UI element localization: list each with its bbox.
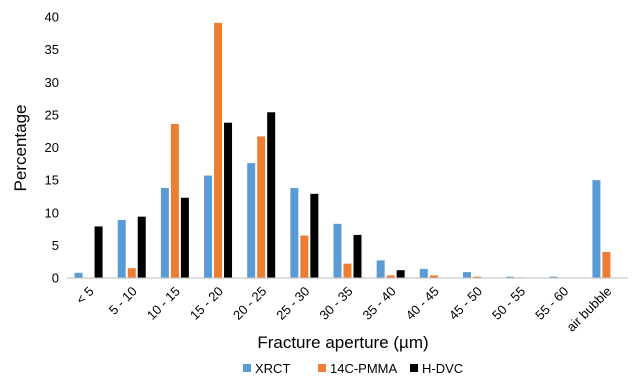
bar (472, 276, 481, 278)
bar (257, 136, 266, 278)
x-tick-label: 35 - 40 (360, 284, 399, 323)
y-axis-title: Percentage (11, 105, 30, 192)
legend-label: H-DVC (422, 361, 463, 376)
y-tick-label: 5 (52, 238, 59, 253)
x-tick-label: 15 - 20 (187, 284, 226, 323)
y-axis-ticks: 0 5 10 15 20 25 30 35 40 (45, 10, 59, 286)
bar (267, 112, 276, 278)
bar (290, 187, 299, 278)
bar (94, 226, 103, 278)
bar (117, 219, 126, 278)
bars (74, 22, 611, 279)
legend-swatch (243, 364, 251, 372)
x-tick-label: < 5 (73, 284, 97, 308)
bar (74, 272, 83, 278)
legend-label: XRCT (255, 361, 290, 376)
y-tick-label: 15 (45, 173, 59, 188)
x-tick-label: 45 - 50 (446, 284, 485, 323)
bar (224, 122, 233, 278)
x-axis-ticks: < 5 5 - 10 10 - 15 15 - 20 20 - 25 25 - 30 30 … (73, 284, 614, 335)
y-tick-label: 0 (52, 271, 59, 286)
bar (506, 276, 515, 278)
bar (137, 216, 146, 278)
legend-label: 14C-PMMA (330, 361, 398, 376)
x-tick-label: 10 - 15 (144, 284, 183, 323)
bar (247, 163, 256, 278)
bar (300, 235, 309, 278)
legend-swatch (410, 364, 418, 372)
bar (549, 276, 558, 278)
bar (376, 260, 385, 278)
y-tick-label: 10 (45, 205, 59, 220)
legend-swatch (318, 364, 326, 372)
x-tick-label: 30 - 35 (316, 284, 355, 323)
bar (602, 251, 611, 278)
bar (127, 268, 136, 278)
bar (592, 180, 601, 278)
bar (160, 187, 169, 278)
bar (333, 223, 342, 278)
x-axis-title: Fracture aperture (µm) (257, 333, 428, 352)
x-tick-label: 25 - 30 (273, 284, 312, 323)
bar (310, 193, 319, 278)
bar (214, 22, 223, 279)
y-tick-label: 30 (45, 75, 59, 90)
bar (204, 175, 213, 278)
bar (429, 275, 438, 278)
x-tick-label: 40 - 45 (403, 284, 442, 323)
bar (343, 263, 352, 278)
y-tick-label: 25 (45, 107, 59, 122)
bar (180, 197, 189, 278)
y-tick-label: 20 (45, 140, 59, 155)
x-tick-label: 20 - 25 (230, 284, 269, 323)
bar (353, 234, 362, 278)
bar (170, 124, 179, 278)
x-tick-label: 55 - 60 (532, 284, 571, 323)
x-tick-label: 50 - 55 (489, 284, 528, 323)
x-tick-label: air bubble (564, 284, 615, 335)
y-tick-label: 35 (45, 42, 59, 57)
bar (419, 268, 428, 278)
bar (386, 275, 395, 278)
bar (396, 270, 405, 278)
y-tick-label: 40 (45, 10, 59, 25)
legend: XRCT 14C-PMMA H-DVC (243, 361, 463, 376)
x-tick-label: 5 - 10 (106, 284, 140, 318)
bar (462, 272, 471, 278)
